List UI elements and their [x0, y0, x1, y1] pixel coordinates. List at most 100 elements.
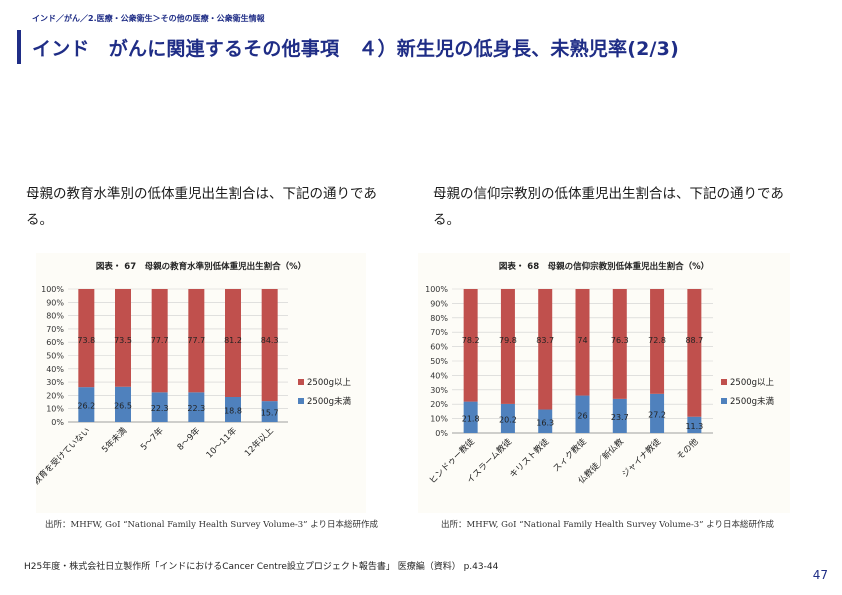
legend-swatch-over-2500g [721, 379, 727, 385]
education-chart-svg: 図表・ 67 母親の教育水準別低体重児出生割合（%） 0% 10% 20% 30% 40%… [36, 261, 352, 487]
x-tick-label: その他 [675, 436, 701, 462]
y-tick-label: 100% [425, 285, 448, 294]
x-tick-label: 8～9年 [175, 425, 203, 453]
data-label: 22.3 [187, 404, 205, 413]
data-label: 18.8 [224, 406, 242, 415]
data-label: 76.3 [611, 336, 629, 345]
data-label: 83.7 [536, 336, 554, 345]
y-tick-label: 30% [430, 386, 448, 395]
religion-chart: 図表・ 68 母親の信仰宗教別低体重児出生割合（%） 0% 10% 20% 30% 40%… [418, 253, 790, 513]
bar-segment-over-2500g [78, 289, 95, 388]
legend-label-under-2500g: 2500g未満 [307, 396, 352, 407]
data-label: 23.7 [611, 413, 629, 422]
y-tick-label: 20% [46, 391, 64, 400]
x-tick-label: 12年以上 [242, 425, 276, 459]
data-label: 27.2 [648, 410, 666, 419]
bar-segment-over-2500g [500, 289, 515, 404]
data-label: 73.5 [114, 336, 132, 345]
data-label: 15.7 [261, 409, 279, 418]
y-tick-label: 100% [41, 285, 64, 294]
bar-segment-over-2500g [463, 289, 478, 402]
page-title: インド がんに関連するその他事項 ４）新生児の低身長、未熟児率(2/3) [32, 38, 679, 60]
bar-segment-over-2500g [575, 289, 590, 396]
religion-chart-svg: 図表・ 68 母親の信仰宗教別低体重児出生割合（%） 0% 10% 20% 30% 40%… [425, 261, 775, 486]
data-label: 26.2 [77, 402, 95, 411]
legend-label-over-2500g: 2500g以上 [307, 378, 352, 388]
source-note-left: 出所：MHFW, GoI “National Family Health Sur… [45, 520, 379, 530]
data-label: 77.7 [151, 336, 169, 345]
legend-swatch-under-2500g [298, 398, 304, 404]
bar-segment-under-2500g [500, 403, 515, 433]
bar-segment-under-2500g [687, 416, 702, 433]
bar-segment-under-2500g [188, 392, 205, 422]
y-tick-label: 0% [435, 429, 448, 438]
bar-segment-under-2500g [261, 401, 278, 422]
bar-segment-under-2500g [151, 392, 168, 422]
data-label: 21.8 [462, 414, 480, 423]
bar-segment-over-2500g [650, 289, 665, 394]
y-tick-label: 40% [46, 365, 64, 374]
data-label: 73.8 [77, 336, 95, 345]
bar-segment-over-2500g [151, 289, 168, 393]
y-tick-label: 10% [46, 405, 64, 414]
y-tick-label: 40% [430, 371, 448, 380]
left-description: 母親の教育水準別の低体重児出生割合は、下記の通りである。 [26, 186, 377, 228]
y-tick-label: 10% [430, 415, 448, 424]
data-label: 16.3 [536, 418, 554, 427]
bar-segment-under-2500g [612, 398, 627, 433]
data-label: 77.7 [187, 336, 205, 345]
bar-segment-under-2500g [575, 395, 590, 433]
y-tick-label: 20% [430, 400, 448, 409]
y-tick-label: 90% [430, 299, 448, 308]
legend-swatch-under-2500g [721, 398, 727, 404]
data-label: 26 [577, 411, 587, 420]
data-label: 72.8 [648, 336, 666, 345]
data-label: 20.2 [499, 415, 517, 424]
x-tick-label: 10～11年 [204, 425, 239, 460]
legend-swatch-over-2500g [298, 379, 304, 385]
data-label: 22.3 [151, 404, 169, 413]
x-tick-label: スィク教徒 [551, 436, 589, 474]
data-label: 78.2 [462, 336, 480, 345]
x-tick-label: 5年未満 [99, 425, 129, 455]
y-tick-label: 70% [430, 328, 448, 337]
bar-segment-under-2500g [463, 401, 478, 433]
page-number: 47 [812, 568, 828, 582]
footer-citation: H25年度・株式会社日立製作所「インドにおけるCancer Centre設立プロ… [24, 562, 499, 572]
bar-segment-over-2500g [225, 289, 241, 397]
bar-segment-under-2500g [115, 386, 131, 422]
y-tick-label: 60% [46, 338, 64, 347]
chart-title: 図表・ 68 母親の信仰宗教別低体重児出生割合（%） [499, 261, 709, 272]
bar-segment-over-2500g [115, 289, 131, 387]
data-label: 88.7 [685, 336, 703, 345]
legend-label-under-2500g: 2500g未満 [730, 396, 775, 407]
y-tick-label: 60% [430, 343, 448, 352]
bar-segment-under-2500g [650, 393, 665, 433]
x-tick-label: 教育を受けていない [36, 425, 92, 487]
data-label: 26.5 [114, 401, 132, 410]
y-tick-label: 50% [430, 357, 448, 366]
title-accent-bar [17, 30, 21, 64]
education-chart: 図表・ 67 母親の教育水準別低体重児出生割合（%） 0% 10% 20% 30% 40%… [36, 253, 366, 513]
x-tick-label: ジャイナ教徒 [620, 436, 664, 480]
y-tick-label: 30% [46, 378, 64, 387]
x-tick-label: キリスト教徒 [507, 436, 551, 480]
right-description: 母親の信仰宗教別の低体重児出生割合は、下記の通りである。 [433, 186, 784, 228]
x-tick-label: 5～7年 [138, 425, 166, 453]
bar-segment-under-2500g [538, 409, 553, 433]
legend-label-over-2500g: 2500g以上 [730, 378, 775, 388]
bar-segment-over-2500g [261, 289, 278, 402]
data-label: 79.8 [499, 336, 517, 345]
y-tick-label: 0% [51, 418, 64, 427]
bar-segment-over-2500g [687, 289, 702, 417]
chart-title: 図表・ 67 母親の教育水準別低体重児出生割合（%） [96, 261, 306, 272]
data-label: 11.3 [685, 422, 703, 431]
source-note-right: 出所：MHFW, GoI “National Family Health Sur… [441, 520, 775, 530]
bar-segment-under-2500g [78, 387, 95, 422]
data-label: 74 [577, 336, 587, 345]
data-label: 81.2 [224, 336, 242, 345]
bar-segment-over-2500g [538, 289, 553, 410]
bar-segment-over-2500g [612, 289, 627, 399]
y-tick-label: 70% [46, 325, 64, 334]
y-tick-label: 80% [46, 312, 64, 321]
